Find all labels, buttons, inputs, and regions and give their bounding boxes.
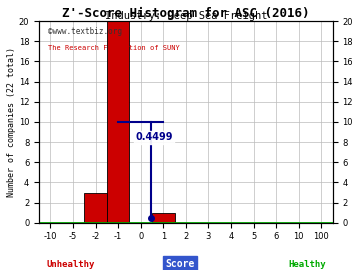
Y-axis label: Number of companies (22 total): Number of companies (22 total): [7, 47, 16, 197]
Text: Healthy: Healthy: [288, 260, 326, 269]
Bar: [84, 193, 107, 223]
Text: 0.4499: 0.4499: [135, 132, 172, 142]
Text: ©www.textbiz.org: ©www.textbiz.org: [48, 27, 122, 36]
Text: Industry: Deep Sea Freight: Industry: Deep Sea Freight: [105, 11, 267, 21]
Text: The Research Foundation of SUNY: The Research Foundation of SUNY: [48, 45, 180, 51]
Title: Z'-Score Histogram for ASC (2016): Z'-Score Histogram for ASC (2016): [62, 7, 310, 20]
Text: Unhealthy: Unhealthy: [47, 260, 95, 269]
Bar: [107, 21, 129, 223]
Text: Score: Score: [165, 259, 195, 269]
Bar: [152, 213, 175, 223]
